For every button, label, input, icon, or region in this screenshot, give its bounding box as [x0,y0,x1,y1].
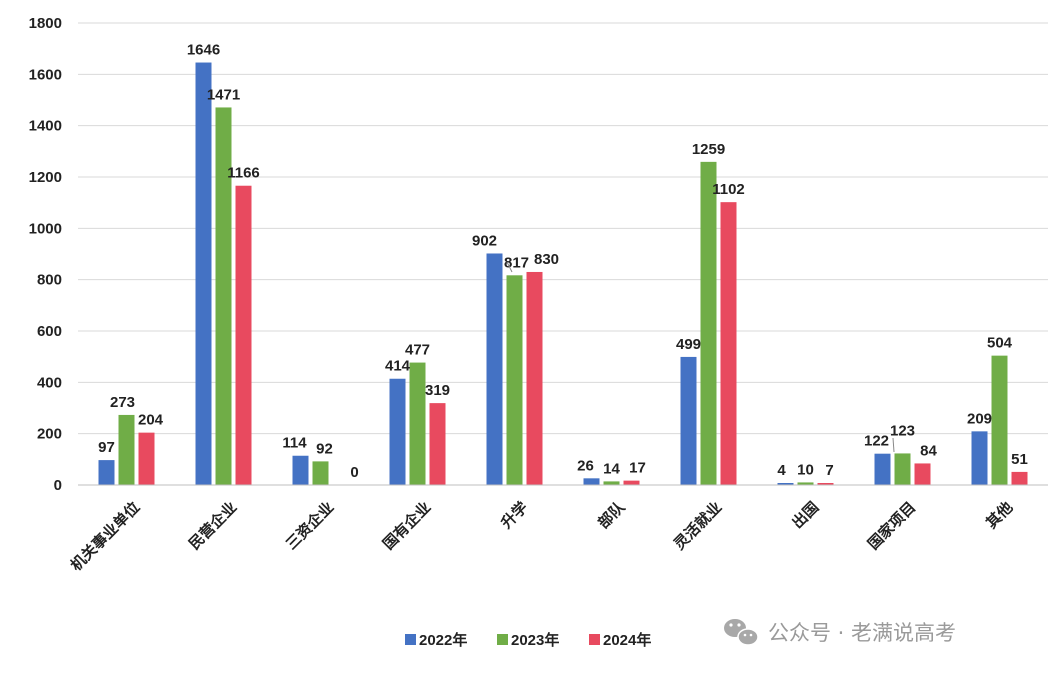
y-tick-label: 600 [37,323,62,340]
bar [817,483,834,485]
data-label: 414 [385,358,411,375]
data-label: 817 [504,254,529,271]
x-tick-label: 三资企业 [282,498,337,553]
data-label: 123 [890,422,915,439]
bar [680,356,697,485]
data-label: 7 [825,462,833,479]
bar [914,463,931,485]
data-label: 204 [138,412,164,429]
y-tick-label: 400 [37,374,62,391]
leader-lines [506,261,895,453]
data-label: 1166 [227,165,260,182]
bar [874,453,891,485]
data-label: 0 [350,464,358,481]
bar [991,355,1008,485]
data-label: 477 [405,342,430,359]
bar [429,403,446,485]
data-label: 1102 [712,181,745,198]
data-label: 902 [472,232,497,249]
x-tick-label: 灵活就业 [670,498,725,553]
x-tick-label: 部队 [594,497,629,532]
data-label: 273 [110,394,135,411]
data-label: 1259 [692,141,725,158]
data-label: 114 [282,435,307,452]
data-label: 319 [425,382,450,399]
bar [486,253,503,485]
bar [603,481,620,485]
leader-line [506,261,513,273]
data-label: 1471 [207,86,240,103]
legend-label: 2023年 [511,631,559,649]
data-label: 122 [864,433,889,450]
legend-label: 2024年 [603,631,651,649]
x-tick-label: 其他 [982,498,1016,532]
x-tick-label: 出国 [788,498,822,532]
x-tick-label: 国家项目 [864,498,919,553]
legend-swatch [405,634,416,645]
bar [797,482,814,485]
x-tick-label: 升学 [497,498,531,532]
bar [312,461,329,485]
data-label: 92 [316,440,333,457]
legend: 2022年 2023年 2024年 [405,631,651,649]
bar [506,275,523,485]
data-label: 499 [676,336,701,353]
y-axis-ticks: 0 200 400 600 800 1000 1200 1400 1600 1800 [29,15,62,494]
data-label: 4 [777,462,786,479]
data-label: 26 [577,457,594,474]
data-label: 10 [797,461,814,478]
bar [409,362,426,485]
data-label: 1646 [187,42,220,59]
bar [971,431,988,485]
data-label: 209 [967,410,992,427]
bar [526,271,543,485]
bar [292,455,309,485]
x-tick-label: 机关事业单位 [67,498,143,574]
data-label: 97 [98,439,115,456]
bar [98,460,115,485]
leader-line [892,437,895,453]
watermark: 公众号 · 老满说高考 [724,619,956,646]
y-tick-label: 1800 [29,15,62,32]
y-tick-label: 1400 [29,118,62,135]
data-label: 14 [603,460,620,477]
data-label: 830 [534,251,559,268]
data-label: 51 [1011,451,1028,468]
x-tick-label: 民营企业 [185,498,240,553]
bar [235,185,252,485]
category-labels: 机关事业单位 民营企业 三资企业 国有企业 升学 部队 灵活就业 出国 国家项目 其他 [67,497,1016,574]
legend-label: 2022年 [419,631,467,649]
y-tick-label: 1200 [29,169,62,186]
y-tick-label: 0 [54,477,62,494]
legend-swatch [589,634,600,645]
bar [894,453,911,485]
data-label: 17 [629,460,646,477]
bar [700,161,717,485]
bar [1011,471,1028,485]
bar [389,378,406,485]
y-tick-label: 1600 [29,66,62,83]
legend-swatch [497,634,508,645]
watermark-text: 公众号 · 老满说高考 [768,621,956,645]
data-label: 504 [987,335,1013,352]
x-tick-label: 国有企业 [379,498,434,553]
y-tick-label: 800 [37,272,62,289]
bar [720,202,737,486]
bar [583,478,600,485]
y-tick-label: 1000 [29,220,62,237]
bar [118,414,135,485]
bar [195,62,212,485]
wechat-icon [724,619,759,646]
bars [98,62,1028,486]
bar [138,432,155,485]
bar [215,107,232,486]
data-label: 84 [920,442,937,459]
y-tick-label: 200 [37,426,62,443]
bar [623,480,640,485]
bar [777,483,794,485]
